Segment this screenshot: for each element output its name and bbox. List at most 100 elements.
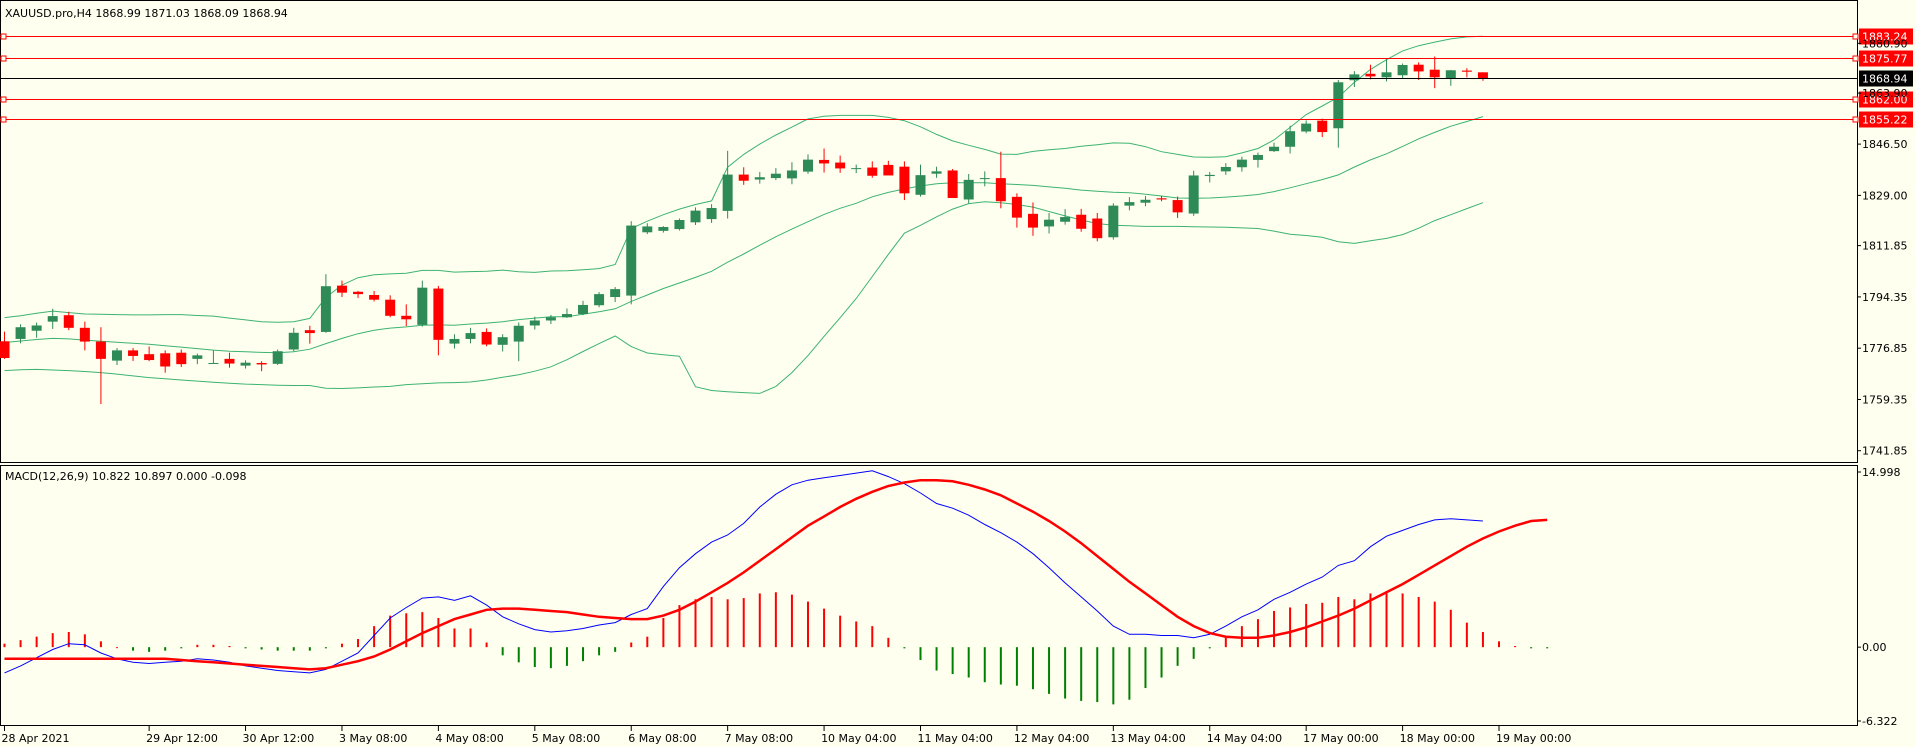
candle-body xyxy=(1188,175,1199,214)
candle-body xyxy=(160,353,171,367)
candle-body xyxy=(1156,198,1167,200)
candle-body xyxy=(320,286,331,332)
candle-body xyxy=(401,315,412,320)
time-tick-label: 13 May 04:00 xyxy=(1110,732,1185,745)
candles[interactable] xyxy=(0,56,1488,404)
candle-body xyxy=(979,178,990,180)
candle-body xyxy=(192,355,203,359)
price-tag-label: 1875.77 xyxy=(1862,53,1908,66)
candle-body xyxy=(1317,120,1328,133)
candle-body xyxy=(1333,82,1344,129)
candle-body xyxy=(706,207,717,220)
candle-body xyxy=(288,332,299,350)
price-tick-label: 1794.35 xyxy=(1862,291,1908,304)
price-tag-label: 1868.94 xyxy=(1862,73,1908,86)
price-tick-label: 1759.35 xyxy=(1862,393,1908,406)
macd-tick-label: 14.998 xyxy=(1862,466,1901,479)
price-tick-label: 1829.00 xyxy=(1862,189,1908,202)
candle-body xyxy=(1140,199,1151,203)
candle-body xyxy=(256,362,267,365)
candle-body xyxy=(1429,69,1440,78)
candle-body xyxy=(1445,70,1456,79)
candle-body xyxy=(15,327,26,339)
candle-body xyxy=(1236,159,1247,168)
candle-body xyxy=(1397,64,1408,76)
time-tick-label: 28 Apr 2021 xyxy=(2,732,70,745)
macd-lines xyxy=(4,470,1548,674)
candle-body xyxy=(144,354,155,361)
candle-body xyxy=(1092,218,1103,239)
candle-body xyxy=(0,341,10,358)
candle-body xyxy=(1220,166,1231,172)
candle-body xyxy=(626,225,637,296)
level-handle xyxy=(0,33,7,40)
candle-body xyxy=(1124,202,1135,206)
symbol-info-label: XAUUSD.pro,H4 1868.99 1871.03 1868.09 18… xyxy=(5,7,288,20)
candle-body xyxy=(304,330,315,334)
candle-body xyxy=(1204,174,1215,177)
candle-body xyxy=(594,294,605,306)
candle-body xyxy=(770,173,781,179)
candle-body xyxy=(738,174,749,181)
candle-body xyxy=(433,288,444,340)
candle-body xyxy=(963,179,974,200)
candle-body xyxy=(1413,64,1424,72)
candle-body xyxy=(803,159,813,172)
candle-body xyxy=(1060,217,1071,222)
macd-panel-frame xyxy=(0,465,1858,726)
time-tick-label: 14 May 04:00 xyxy=(1207,732,1282,745)
candle-body xyxy=(208,362,219,364)
candle-body xyxy=(353,291,364,295)
macd-axis: 14.998 0.00 -6.322 xyxy=(1857,466,1901,728)
candle-body xyxy=(63,315,74,328)
candle-body xyxy=(1365,73,1376,77)
candle-body xyxy=(95,341,106,359)
candle-body xyxy=(111,350,122,361)
candle-body xyxy=(545,317,556,321)
price-tag xyxy=(1859,50,1913,67)
candle-body xyxy=(79,327,90,342)
candle-body xyxy=(417,287,428,325)
macd-tick-label: 0.00 xyxy=(1862,641,1887,654)
candle-body xyxy=(1076,214,1087,229)
candle-body xyxy=(1108,205,1119,238)
candle-body xyxy=(851,168,862,170)
candle-body xyxy=(1349,74,1360,81)
candle-body xyxy=(915,175,926,195)
candle-body xyxy=(931,171,942,174)
level-handle xyxy=(0,55,7,62)
level-handle xyxy=(0,96,7,103)
price-tag xyxy=(1859,70,1913,87)
time-tick-label: 5 May 08:00 xyxy=(532,732,600,745)
candle-body xyxy=(867,167,878,176)
candle-body xyxy=(1381,72,1392,78)
candle-body xyxy=(449,338,460,344)
candle-body xyxy=(336,285,347,293)
candle-body xyxy=(481,331,492,345)
time-tick-label: 11 May 04:00 xyxy=(917,732,992,745)
price-tag xyxy=(1859,91,1913,108)
horizontal-levels[interactable]: 1883.24 1875.77 1868.94 1862.00 1855.22 xyxy=(0,28,1913,128)
candle-body xyxy=(369,294,380,300)
candle-body xyxy=(31,325,42,331)
candle-body xyxy=(754,177,765,180)
price-tick-label: 1811.85 xyxy=(1862,240,1908,253)
price-tag xyxy=(1859,28,1913,45)
price-tick-label: 1863.90 xyxy=(1862,87,1908,100)
level-handle xyxy=(0,116,7,123)
price-tag-label: 1862.00 xyxy=(1862,94,1908,107)
time-tick-label: 18 May 00:00 xyxy=(1400,732,1475,745)
price-tag-label: 1855.22 xyxy=(1862,114,1908,127)
time-tick-label: 7 May 08:00 xyxy=(725,732,793,745)
price-panel-frame xyxy=(0,0,1858,463)
time-tick-label: 3 May 08:00 xyxy=(339,732,407,745)
candle-body xyxy=(899,166,910,194)
candle-body xyxy=(674,219,685,230)
candle-body xyxy=(658,227,669,231)
level-handle xyxy=(1852,33,1859,40)
candle-body xyxy=(786,170,797,179)
time-tick-label: 30 Apr 12:00 xyxy=(243,732,315,745)
macd-tick-label: -6.322 xyxy=(1862,715,1897,728)
bollinger-upper xyxy=(4,35,1483,323)
